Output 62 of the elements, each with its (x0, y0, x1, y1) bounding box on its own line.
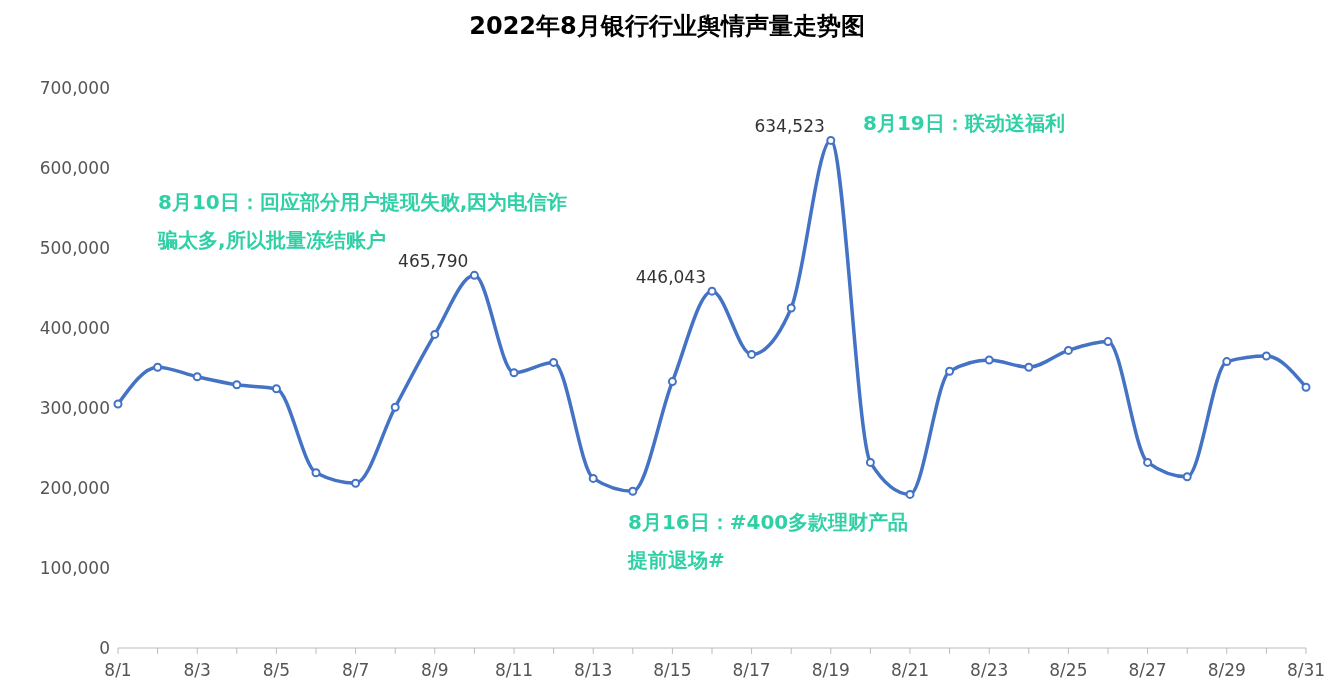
y-tick-label: 600,000 (39, 158, 110, 179)
x-tick-label: 8/3 (183, 660, 211, 681)
y-tick-label: 200,000 (39, 478, 110, 499)
y-tick-label: 300,000 (39, 398, 110, 419)
point (628, 486, 638, 496)
point (1103, 337, 1113, 347)
x-tick-label: 8/31 (1286, 660, 1326, 681)
point (826, 135, 836, 145)
point (1182, 472, 1192, 482)
x-tick-label: 8/17 (732, 660, 771, 681)
point (1301, 382, 1311, 392)
y-tick-label: 0 (99, 638, 110, 659)
point (271, 384, 281, 394)
point (1143, 457, 1153, 467)
data-label: 446,043 (635, 267, 706, 288)
y-tick-label: 500,000 (39, 238, 110, 259)
x-tick-label: 8/21 (890, 660, 930, 681)
data-label: 634,523 (754, 116, 825, 137)
point (588, 473, 598, 483)
point (1222, 357, 1232, 367)
annotation: 8月16日：#400多款理财产品提前退场# (628, 509, 910, 574)
point (549, 357, 559, 367)
point (113, 399, 123, 409)
x-tick-label: 8/25 (1049, 660, 1088, 681)
point (509, 368, 519, 378)
y-tick-label: 100,000 (39, 558, 110, 579)
point (430, 329, 440, 339)
point (351, 478, 361, 488)
x-tick-label: 8/13 (574, 660, 613, 681)
x-tick-label: 8/7 (341, 660, 370, 681)
point (667, 377, 677, 387)
point (153, 362, 163, 372)
y-tick-label: 400,000 (39, 318, 110, 339)
x-tick-label: 8/29 (1207, 660, 1246, 681)
point (984, 355, 994, 365)
point (232, 380, 242, 390)
x-tick-label: 8/19 (811, 660, 850, 681)
data-label: 465,790 (398, 251, 469, 272)
x-tick-label: 8/5 (262, 660, 291, 681)
point (707, 286, 717, 296)
point (747, 349, 757, 359)
annotation: 8月19日：联动送福利 (863, 110, 1066, 137)
x-tick-label: 8/11 (494, 660, 534, 681)
chart-title: 2022年8月银行行业舆情声量走势图 (468, 11, 866, 42)
point (1261, 351, 1271, 361)
point (786, 303, 796, 313)
point (865, 457, 875, 467)
point (945, 366, 955, 376)
point (1063, 345, 1073, 355)
y-tick-label: 700,000 (39, 78, 110, 99)
annotation: 8月10日：回应部分用户提现失败,因为电信诈骗太多,所以批量冻结账户 (158, 190, 568, 252)
point (390, 402, 400, 412)
x-tick-label: 8/27 (1128, 660, 1167, 681)
point (311, 468, 321, 478)
x-tick-label: 8/1 (104, 660, 132, 681)
point (905, 489, 915, 499)
x-tick-label: 8/15 (653, 660, 692, 681)
point (1024, 362, 1034, 372)
x-tick-label: 8/23 (970, 660, 1009, 681)
point (469, 270, 479, 280)
x-tick-label: 8/9 (421, 660, 449, 681)
point (192, 372, 202, 382)
